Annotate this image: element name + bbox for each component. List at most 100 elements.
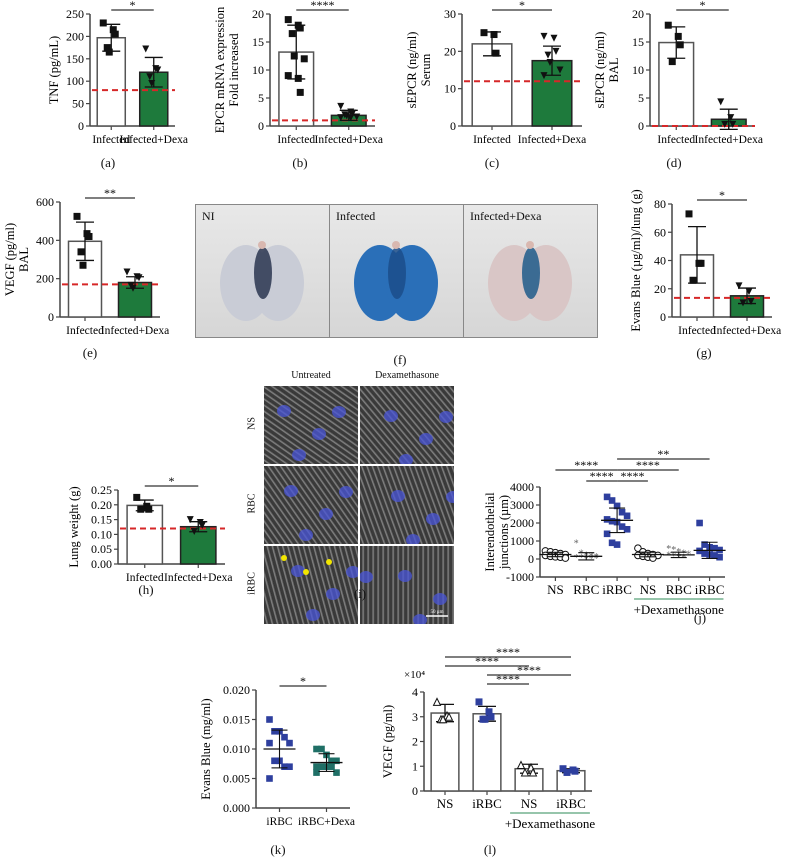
data-point [516, 760, 526, 770]
y-tick-label: 0 [78, 119, 84, 133]
x-tick-label: iRBC [602, 582, 632, 597]
x-tick-label: Infected+Dexa [695, 134, 763, 146]
data-point [284, 72, 292, 80]
data-point [318, 745, 325, 753]
data-point [689, 276, 697, 284]
data-point: * [671, 551, 676, 562]
y-tick-label: 30 [444, 7, 456, 21]
data-point [552, 47, 560, 55]
data-point [105, 48, 113, 56]
nucleus [306, 609, 320, 621]
data-point [333, 769, 340, 776]
chart-b: 0 5 10 15 20 EPCR mRNA expressionFold increas… [213, 0, 383, 146]
y-tick-label: 200 [36, 272, 54, 286]
significance-label: **** [590, 469, 614, 483]
y-tick-label: 4 [412, 685, 418, 699]
data-point [290, 52, 298, 60]
significance-label: **** [311, 0, 335, 12]
data-point [337, 114, 345, 122]
data-point [717, 98, 725, 106]
x-tick-label: iRBC [695, 582, 725, 597]
data-point [563, 768, 571, 776]
data-point [546, 59, 554, 67]
data-point [154, 66, 162, 74]
data-point [137, 505, 145, 513]
x-tick-label: Infected [92, 134, 130, 146]
microscopy-image: 50 µm [360, 546, 454, 624]
data-point [266, 739, 273, 747]
data-point [571, 767, 579, 775]
y-tick-label: 0 [48, 310, 54, 324]
data-point [271, 728, 278, 735]
significance-label: * [169, 474, 175, 488]
bar [179, 525, 217, 565]
y-tick-label: 0.00 [91, 557, 112, 571]
data-point [432, 697, 442, 706]
data-point [135, 274, 143, 282]
x-tick-label: NS [521, 796, 538, 811]
data-series [120, 493, 225, 565]
y-axis-label: TNF (pg/mL) [47, 36, 61, 104]
data-point [475, 698, 483, 706]
data-point [328, 757, 335, 765]
data-point [729, 120, 737, 128]
data-point [540, 72, 548, 80]
microscopy-image [360, 466, 454, 544]
panel-b-epcr-mrna: 0 5 10 15 20 EPCR mRNA expressionFold increas… [200, 0, 400, 175]
data-point [145, 505, 153, 513]
panel-h-lung-weight: 0.00 0.05 0.10 0.15 0.20 0.25 Lung weight (g) I… [0, 370, 240, 610]
data-point: * [666, 544, 671, 555]
significance-label: ** [104, 186, 116, 200]
data-point [190, 527, 198, 535]
data-series [92, 19, 175, 127]
data-series [674, 210, 772, 318]
nucleus [319, 508, 333, 520]
data-point [556, 66, 564, 74]
chart-e: 0 200 400 600 VEGF (pg/ml)BAL InfectedInfecte… [3, 186, 169, 337]
panel-label-a: (a) [100, 155, 116, 170]
x-tick-label: Infected+Dexa [518, 134, 586, 146]
panel-label-g: (g) [696, 345, 712, 360]
data-point [337, 102, 345, 110]
data-point [608, 497, 616, 504]
data-point [668, 58, 676, 66]
data-point [701, 541, 708, 548]
data-point [266, 775, 273, 782]
data-point [739, 299, 747, 307]
y-tick-label: 0 [660, 310, 666, 324]
x-tick-label: iRBC [472, 796, 502, 811]
nucleus [332, 406, 346, 418]
x-tick-label: NS [547, 582, 564, 597]
nucleus [384, 410, 398, 422]
microscopy-row-label: iRBC [246, 572, 258, 595]
data-point [85, 233, 93, 240]
nucleus [326, 588, 340, 600]
data-point [79, 261, 87, 269]
x-tick-label: iRBC+Dexa [298, 816, 355, 828]
y-tick-label: 0.15 [91, 513, 112, 527]
chart-k: 0.000 0.005 0.010 0.015 0.020 Evans Blue (mg/… [199, 674, 355, 828]
data-point: * [666, 550, 671, 561]
significance-label: * [719, 188, 725, 202]
data-point [618, 523, 626, 530]
x-tick-label: Infected [277, 134, 315, 146]
data-point [313, 763, 320, 770]
data-point: * [574, 553, 579, 564]
nucleus [446, 491, 454, 503]
x-tick-label: NS [640, 582, 657, 597]
data-point [313, 769, 320, 776]
data-point [697, 259, 705, 267]
significance-label: **** [636, 458, 660, 472]
data-point [281, 763, 288, 770]
x-tick-label: RBC [666, 582, 692, 597]
chart-d: 0 5 10 15 20 sEPCR (ng/ml)BAL Infected Infected… [593, 0, 763, 146]
y-tick-label: 2000 [510, 516, 534, 530]
y-tick-label: 0.015 [223, 713, 250, 727]
data-point [696, 519, 703, 527]
nucleus [399, 454, 413, 464]
gap-arrow-marker [326, 559, 332, 565]
data-series: ******************* [539, 493, 726, 565]
data-point [676, 41, 684, 49]
data-point [286, 739, 293, 747]
y-tick-label: 0.05 [91, 542, 112, 556]
